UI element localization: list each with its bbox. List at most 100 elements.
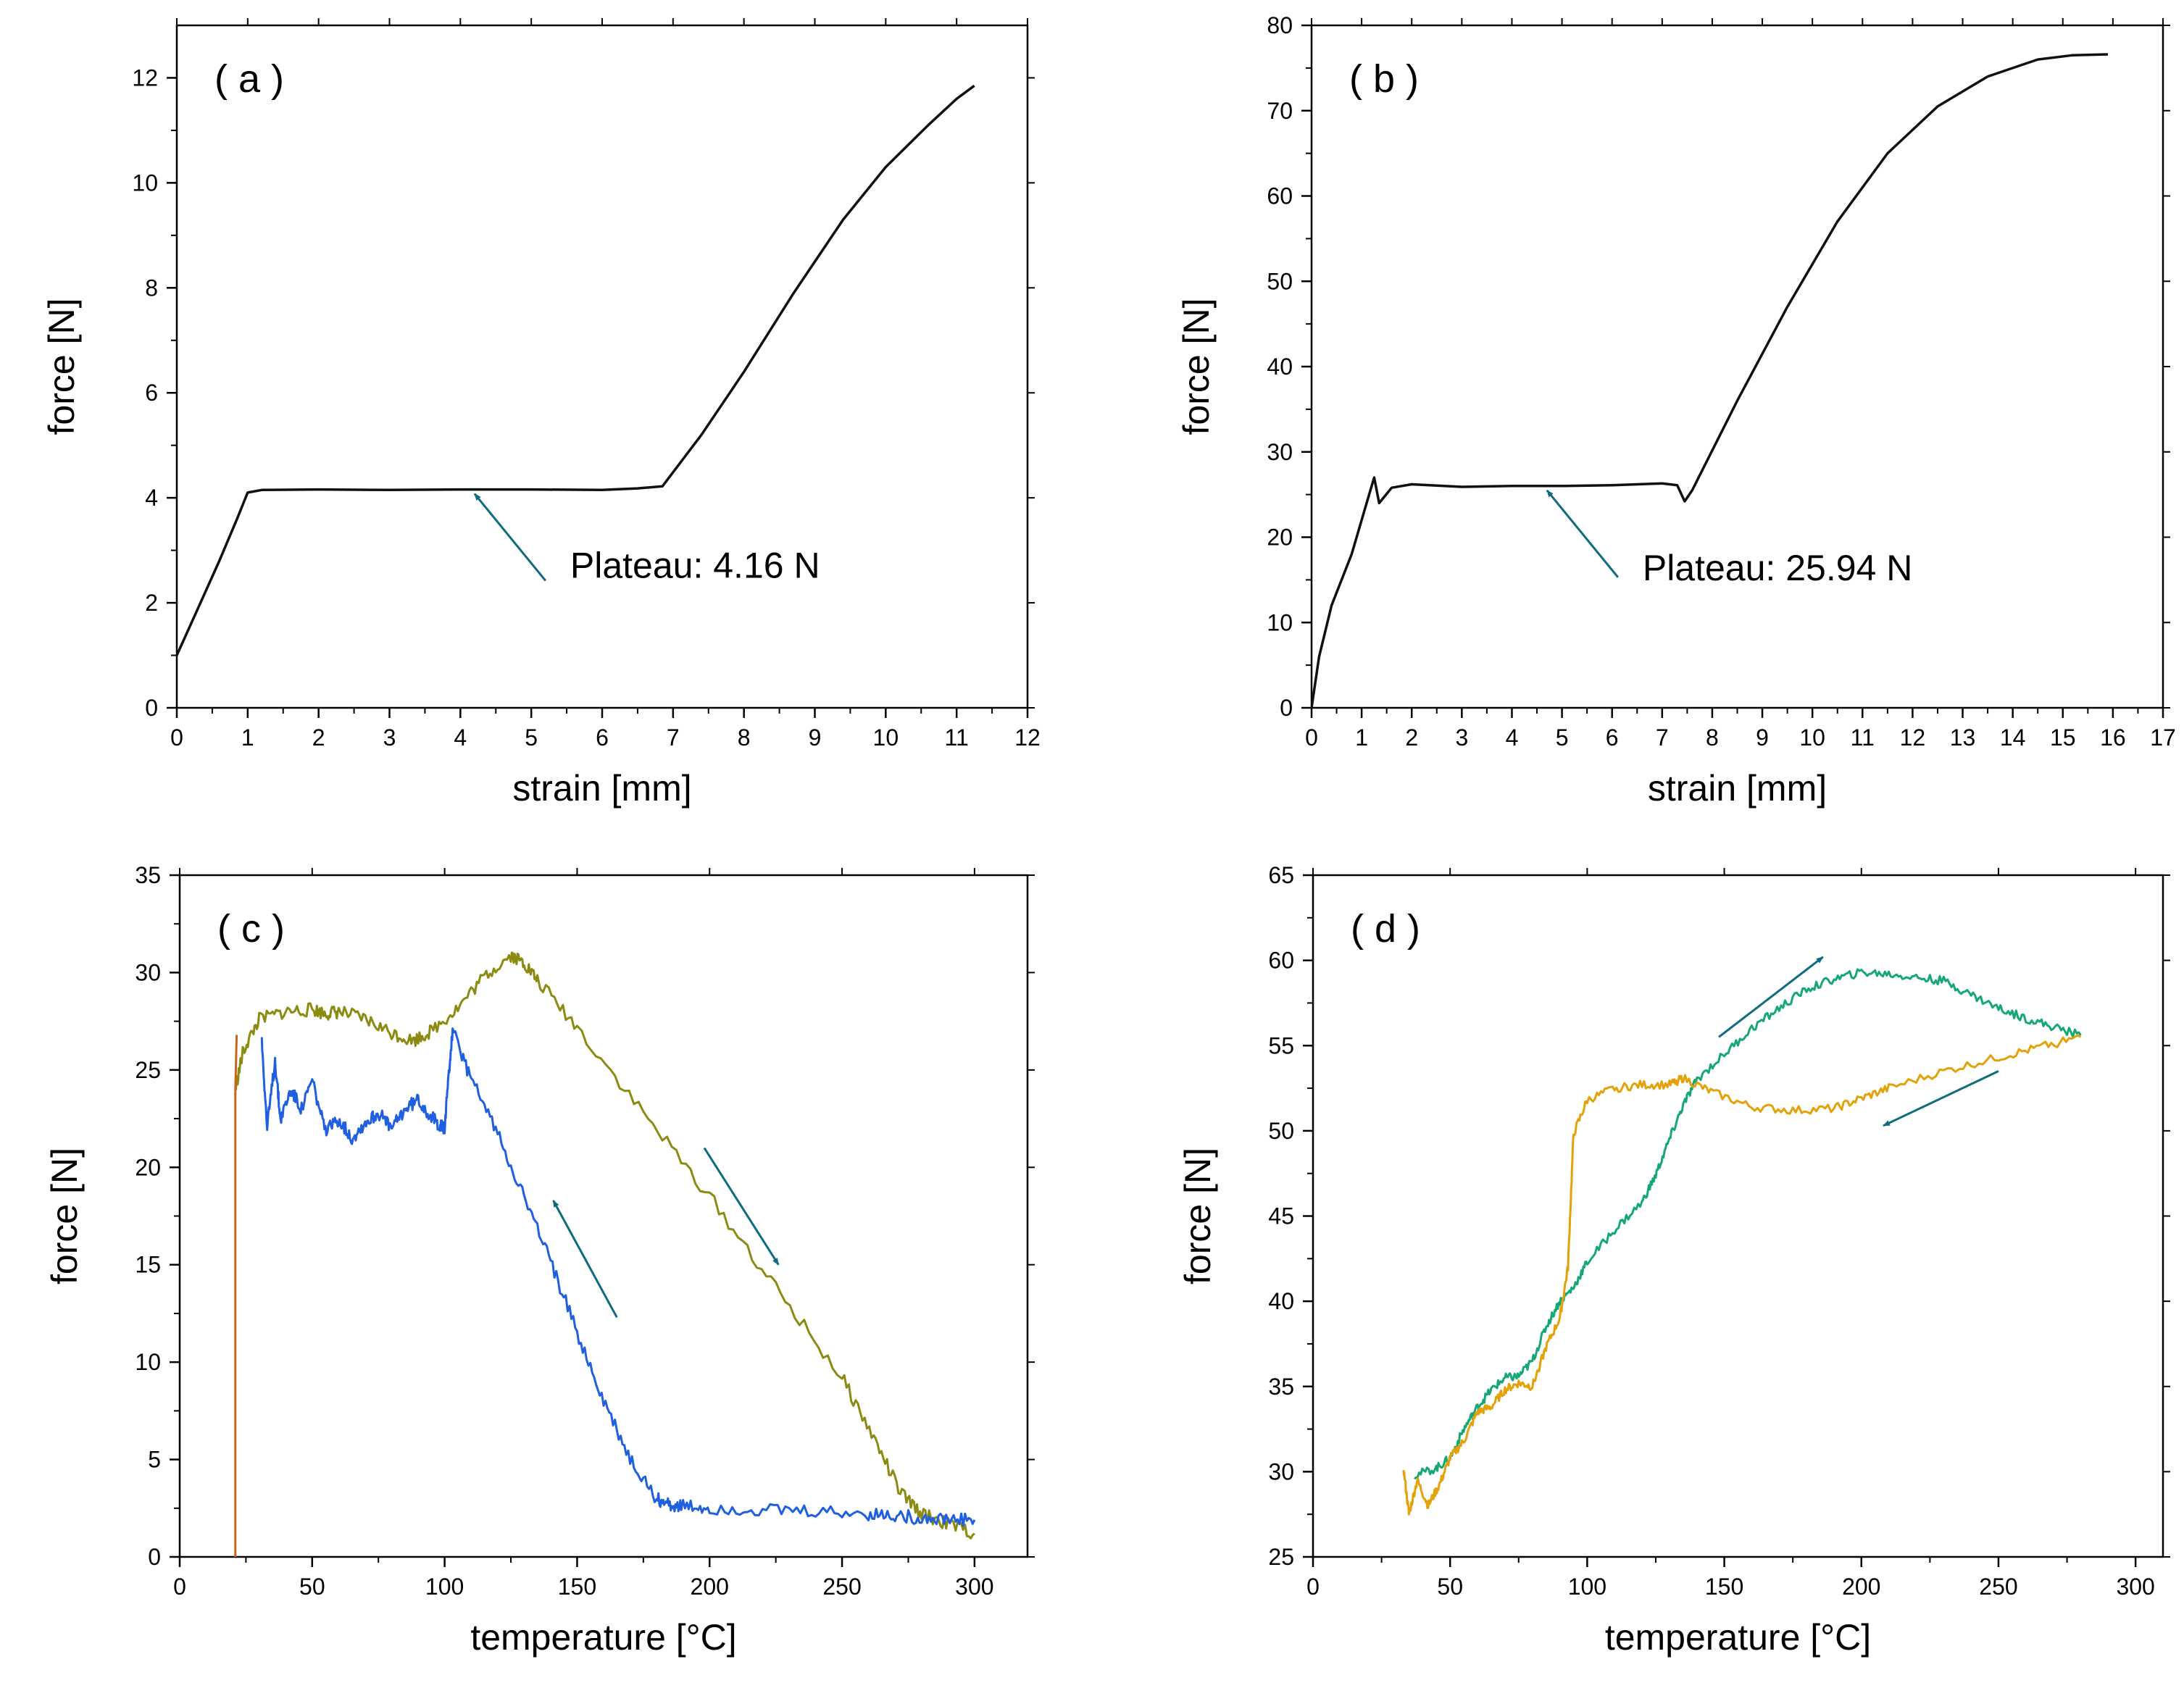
panel-c-arrow-heating-down bbox=[703, 1147, 780, 1266]
x-tick-label: 6 bbox=[596, 724, 609, 751]
y-tick-label: 5 bbox=[148, 1447, 161, 1473]
y-tick-label: 30 bbox=[135, 959, 161, 985]
panel-b-xlabel: strain [mm] bbox=[1648, 768, 1827, 809]
x-tick-label: 250 bbox=[822, 1574, 861, 1600]
y-tick-label: 50 bbox=[1267, 268, 1293, 294]
panel-b-frame bbox=[1310, 24, 2164, 709]
x-tick-label: 14 bbox=[2000, 724, 2026, 751]
panel-c-series-group bbox=[234, 951, 976, 1557]
x-tick-label: 7 bbox=[667, 724, 680, 751]
x-tick-label: 200 bbox=[1842, 1574, 1880, 1600]
panel-b-ylabel: force [N] bbox=[1176, 298, 1217, 435]
x-tick-label: 200 bbox=[691, 1574, 729, 1600]
x-tick-label: 7 bbox=[1656, 724, 1669, 751]
y-tick-label: 35 bbox=[135, 862, 161, 888]
x-tick-label: 3 bbox=[383, 724, 396, 751]
panel-d-xlabel: temperature [°C] bbox=[1605, 1617, 1871, 1658]
panel-c-arrow-cooling-up bbox=[552, 1200, 618, 1319]
panel-b-plot-area: 0 1 2 3 4 5 6 7 8 9 10 11 12 13 14 15 16 1701020304050607… bbox=[1267, 12, 2175, 751]
x-tick-label: 17 bbox=[2150, 724, 2176, 751]
y-tick-label: 45 bbox=[1268, 1203, 1294, 1229]
panel-c-series-initial-rise bbox=[234, 1035, 238, 1557]
panel-d-frame bbox=[1312, 874, 2164, 1558]
y-tick-label: 60 bbox=[1268, 948, 1294, 974]
y-tick-label: 20 bbox=[1267, 525, 1293, 551]
panel-c-label: ( c ) bbox=[217, 907, 285, 951]
y-tick-label: 20 bbox=[135, 1154, 161, 1180]
y-tick-label: 8 bbox=[145, 275, 158, 301]
y-tick-label: 10 bbox=[135, 1349, 161, 1375]
y-tick-label: 25 bbox=[135, 1057, 161, 1083]
y-tick-label: 40 bbox=[1267, 354, 1293, 380]
x-tick-label: 300 bbox=[955, 1574, 993, 1600]
x-tick-label: 12 bbox=[1014, 724, 1041, 751]
panel-c-series-heating bbox=[234, 951, 975, 1540]
x-tick-label: 0 bbox=[1305, 724, 1318, 751]
panel-d-series-group bbox=[1402, 968, 2082, 1516]
x-tick-label: 150 bbox=[558, 1574, 596, 1600]
panel-a-ylabel: force [N] bbox=[41, 298, 82, 435]
panel-a-label: ( a ) bbox=[214, 57, 284, 101]
x-tick-label: 5 bbox=[525, 724, 538, 751]
panel-d-arrow-heating-up bbox=[1718, 956, 1824, 1038]
y-tick-label: 35 bbox=[1268, 1374, 1294, 1400]
panel-c-series-cooling bbox=[260, 1027, 976, 1527]
panel-b-label: ( b ) bbox=[1349, 57, 1419, 101]
x-tick-label: 11 bbox=[1851, 724, 1875, 751]
panel-b-series-force bbox=[1312, 53, 2109, 708]
x-tick-label: 0 bbox=[170, 724, 183, 751]
x-tick-label: 9 bbox=[1756, 724, 1769, 751]
x-tick-label: 13 bbox=[1950, 724, 1976, 751]
x-tick-label: 300 bbox=[2116, 1574, 2154, 1600]
x-tick-label: 50 bbox=[1437, 1574, 1463, 1600]
panel-b-series-group bbox=[1312, 53, 2109, 708]
x-tick-label: 4 bbox=[454, 724, 467, 751]
panel-c-xlabel: temperature [°C] bbox=[470, 1617, 736, 1658]
y-tick-label: 6 bbox=[145, 380, 158, 406]
y-tick-label: 40 bbox=[1268, 1288, 1294, 1314]
y-tick-label: 4 bbox=[145, 485, 158, 511]
y-tick-label: 12 bbox=[132, 64, 158, 91]
y-tick-label: 10 bbox=[1267, 609, 1293, 635]
panel-c-ylabel: force [N] bbox=[44, 1148, 85, 1284]
panel-b-plateau-annotation: Plateau: 25.94 N bbox=[1643, 548, 1913, 588]
panel-b: 0 1 2 3 4 5 6 7 8 9 10 11 12 13 14 15 16 1701020304050607… bbox=[1176, 12, 2176, 809]
y-tick-label: 15 bbox=[135, 1252, 161, 1278]
y-tick-label: 70 bbox=[1267, 98, 1293, 124]
panel-a-plateau-annotation: Plateau: 4.16 N bbox=[570, 546, 820, 586]
y-tick-label: 0 bbox=[1280, 695, 1293, 721]
panel-d-label: ( d ) bbox=[1351, 907, 1420, 951]
y-tick-label: 55 bbox=[1268, 1032, 1294, 1058]
x-tick-label: 11 bbox=[945, 724, 969, 751]
y-tick-label: 65 bbox=[1268, 862, 1294, 888]
panel-d-arrow-cooling-down bbox=[1883, 1070, 1999, 1127]
y-tick-label: 10 bbox=[132, 170, 158, 196]
panel-d-series-heating bbox=[1413, 968, 2082, 1480]
y-tick-label: 30 bbox=[1268, 1458, 1294, 1484]
panel-c-frame bbox=[178, 874, 1029, 1558]
x-tick-label: 2 bbox=[312, 724, 325, 751]
x-tick-label: 1 bbox=[1355, 724, 1368, 751]
panel-b-plateau-arrow bbox=[1546, 489, 1620, 578]
panel-a-xlabel: strain [mm] bbox=[512, 768, 691, 809]
panel-c: 0 50 100 150 200 250 300 0 5 10 15 20 25 30 35 ( c ) t… bbox=[44, 862, 1035, 1658]
x-tick-label: 1 bbox=[241, 724, 254, 751]
x-tick-label: 9 bbox=[809, 724, 822, 751]
panel-a-series-force bbox=[177, 84, 975, 656]
panel-d: 0 50 100 150 200 250 300 25 30 35 40 45 50 55 60 65 ( d… bbox=[1178, 862, 2170, 1658]
panel-d-plot-area: 0 50 100 150 200 250 300 25 30 35 40 45 50 55 60 65 bbox=[1268, 862, 2170, 1600]
x-tick-label: 250 bbox=[1979, 1574, 2017, 1600]
panel-a-series-group bbox=[177, 84, 975, 656]
panel-a-frame bbox=[175, 24, 1029, 709]
y-tick-label: 30 bbox=[1267, 439, 1293, 465]
x-tick-label: 10 bbox=[873, 724, 899, 751]
x-tick-label: 4 bbox=[1506, 724, 1519, 751]
x-tick-label: 100 bbox=[425, 1574, 464, 1600]
x-tick-label: 100 bbox=[1568, 1574, 1606, 1600]
y-tick-label: 60 bbox=[1267, 183, 1293, 209]
x-tick-label: 150 bbox=[1705, 1574, 1743, 1600]
x-tick-label: 0 bbox=[1306, 1574, 1320, 1600]
x-tick-label: 8 bbox=[1706, 724, 1719, 751]
panel-a-plateau-arrow bbox=[473, 493, 547, 582]
panel-d-series-cooling bbox=[1402, 1034, 2082, 1516]
